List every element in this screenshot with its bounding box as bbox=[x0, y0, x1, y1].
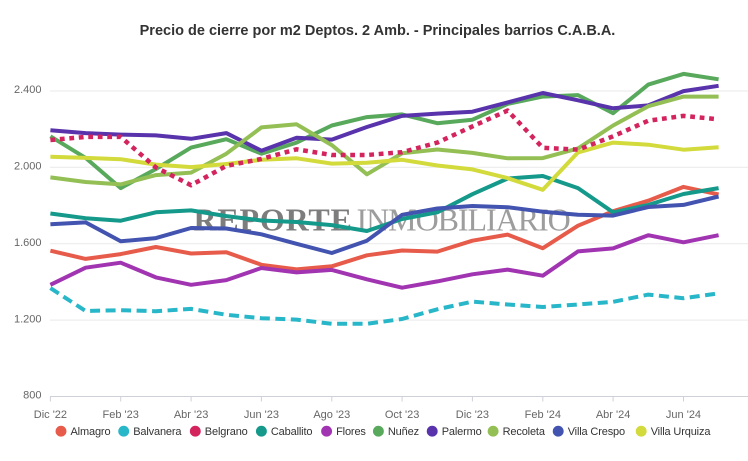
svg-text:Flores: Flores bbox=[336, 426, 366, 438]
svg-text:Ago '23: Ago '23 bbox=[313, 409, 350, 421]
svg-text:Almagro: Almagro bbox=[71, 426, 111, 438]
svg-text:800: 800 bbox=[23, 390, 41, 402]
svg-text:Villa Crespo: Villa Crespo bbox=[568, 426, 625, 438]
svg-text:Jun '23: Jun '23 bbox=[244, 409, 279, 421]
svg-text:1.200: 1.200 bbox=[14, 313, 42, 325]
svg-text:Villa Urquiza: Villa Urquiza bbox=[651, 426, 712, 438]
svg-text:Belgrano: Belgrano bbox=[205, 426, 248, 438]
svg-text:Oct '23: Oct '23 bbox=[385, 409, 420, 421]
svg-text:Feb '23: Feb '23 bbox=[103, 409, 139, 421]
svg-text:1.600: 1.600 bbox=[14, 237, 42, 249]
svg-text:2.400: 2.400 bbox=[14, 84, 42, 96]
svg-text:Precio de cierre por m2 Deptos: Precio de cierre por m2 Deptos. 2 Amb. -… bbox=[140, 23, 616, 39]
svg-text:Recoleta: Recoleta bbox=[503, 426, 546, 438]
svg-text:Dic '23: Dic '23 bbox=[456, 409, 489, 421]
svg-text:Jun '24: Jun '24 bbox=[666, 409, 701, 421]
svg-text:Feb '24: Feb '24 bbox=[525, 409, 561, 421]
svg-text:Nuñez: Nuñez bbox=[388, 426, 419, 438]
svg-text:Abr '23: Abr '23 bbox=[174, 409, 209, 421]
svg-text:Abr '24: Abr '24 bbox=[596, 409, 631, 421]
svg-text:Caballito: Caballito bbox=[271, 426, 312, 438]
svg-text:2.000: 2.000 bbox=[14, 161, 42, 173]
svg-text:Dic '22: Dic '22 bbox=[34, 409, 67, 421]
svg-text:Balvanera: Balvanera bbox=[133, 426, 182, 438]
svg-text:Palermo: Palermo bbox=[442, 426, 482, 438]
